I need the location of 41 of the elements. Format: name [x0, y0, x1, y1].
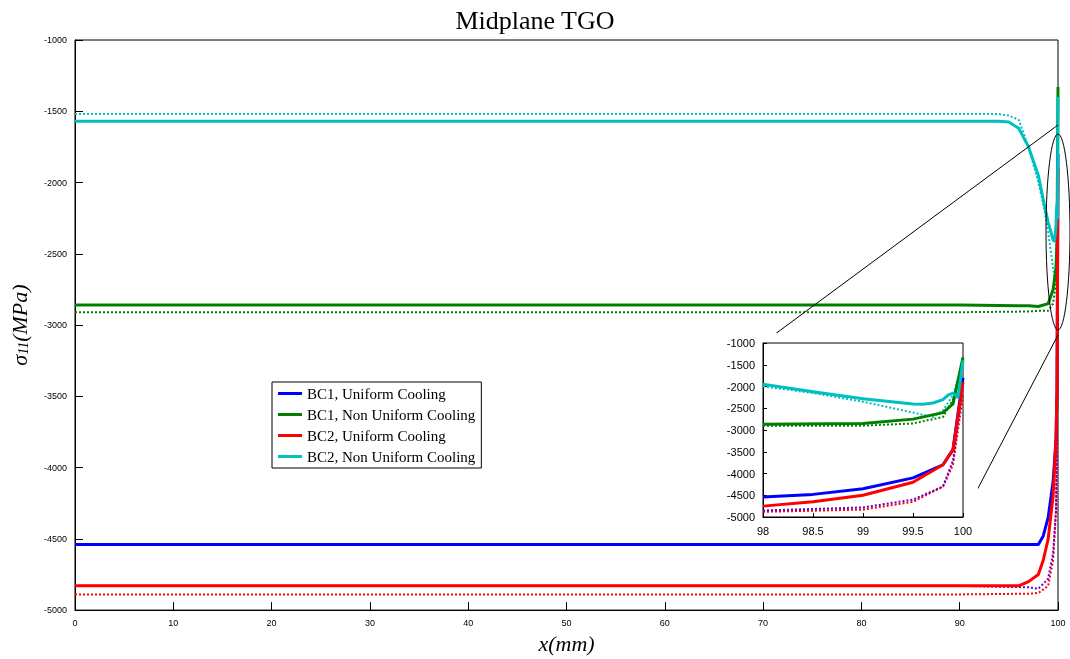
x-tick-label: 20: [266, 617, 277, 628]
legend-label: BC2, Non Uniform Cooling: [307, 448, 476, 465]
y-tick-label: -1000: [726, 337, 755, 349]
y-tick-label: -4000: [726, 467, 755, 480]
y-tick-label: -4500: [726, 489, 755, 502]
y-tick-label: -2500: [726, 402, 755, 415]
y-tick-label: -5000: [43, 605, 67, 616]
x-tick-label: 40: [463, 617, 474, 628]
x-axis-title: x(mm): [537, 630, 595, 656]
y-tick-label: -2000: [43, 177, 67, 188]
x-tick-label: 100: [953, 524, 973, 537]
x-tick-label: 60: [659, 617, 670, 628]
y-tick-label: -3500: [726, 445, 755, 458]
x-tick-label: 0: [72, 617, 78, 628]
x-tick-label: 98.5: [802, 524, 824, 537]
y-tick-label: -1500: [43, 106, 67, 117]
x-tick-label: 100: [1050, 617, 1066, 628]
y-tick-label: -2500: [43, 248, 67, 259]
y-tick-label: -4000: [43, 462, 67, 473]
legend-label: BC1, Uniform Cooling: [307, 385, 447, 402]
x-tick-label: 10: [168, 617, 179, 628]
x-tick-label: 80: [856, 617, 867, 628]
y-tick-label: -3000: [726, 424, 755, 436]
chart-title: Midplane TGO: [455, 5, 615, 35]
y-tick-label: -2000: [726, 380, 755, 393]
x-tick-label: 98: [756, 524, 770, 537]
y-tick-label: -4500: [43, 533, 67, 544]
legend-label: BC2, Uniform Cooling: [307, 427, 447, 444]
y-tick-label: -1000: [43, 35, 67, 45]
y-tick-label: -3500: [43, 391, 67, 402]
y-axis-title: σ11(MPa): [6, 284, 32, 366]
y-tick-label: -3000: [43, 320, 67, 331]
legend-label: BC1, Non Uniform Cooling: [307, 406, 476, 423]
y-tick-label: -5000: [726, 511, 755, 523]
y-tick-label: -1500: [726, 358, 755, 371]
x-tick-label: 70: [758, 617, 769, 628]
x-tick-label: 30: [364, 617, 375, 628]
x-tick-label: 90: [954, 617, 965, 628]
x-tick-label: 99: [856, 524, 870, 537]
x-tick-label: 99.5: [902, 524, 924, 537]
x-tick-label: 50: [561, 617, 572, 628]
